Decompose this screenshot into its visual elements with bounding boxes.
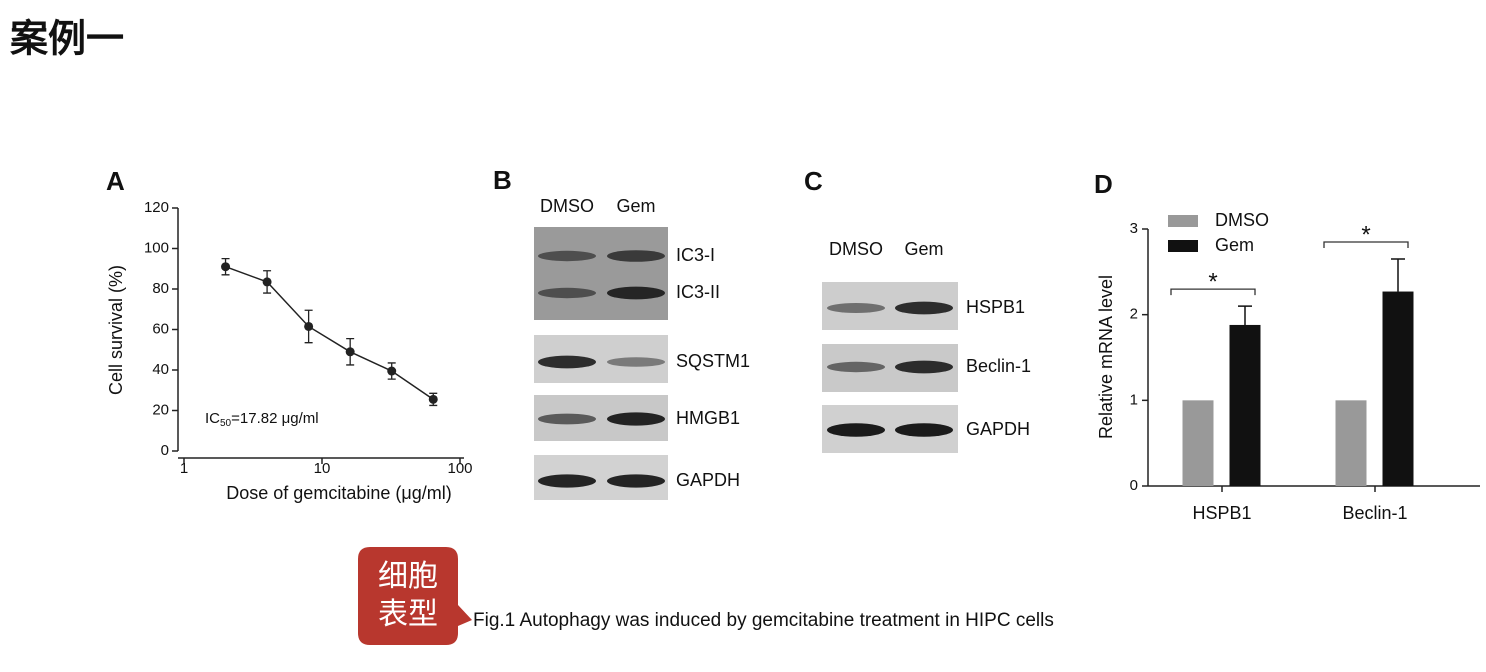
panel-letter: B xyxy=(493,165,512,195)
significance-bracket xyxy=(1323,241,1409,248)
data-point xyxy=(345,347,355,357)
error-bar xyxy=(1238,305,1252,325)
y-tick-label: 0 xyxy=(161,442,169,459)
callout-box xyxy=(358,547,472,645)
callout-text: 细胞 xyxy=(378,560,438,593)
data-point xyxy=(221,262,231,272)
y-tick-label: 80 xyxy=(152,280,169,297)
panel-letter: D xyxy=(1094,169,1113,199)
caption: Fig.1 Autophagy was induced by gemcitabi… xyxy=(473,610,1054,631)
data-line xyxy=(225,266,434,400)
blot-band xyxy=(827,423,885,437)
blot-band xyxy=(538,250,596,262)
x-tick-label: 100 xyxy=(447,460,472,477)
significance-mark: * xyxy=(1361,221,1370,248)
error-bar xyxy=(1391,258,1405,292)
significance-mark: * xyxy=(1208,268,1217,295)
x-axis-label: Dose of gemcitabine (μg/ml) xyxy=(226,483,451,503)
y-tick-label: 20 xyxy=(152,401,169,418)
band-label: GAPDH xyxy=(966,419,1030,439)
y-tick-label: 1 xyxy=(1130,391,1138,408)
legend-label: Gem xyxy=(1215,235,1254,255)
band-label: GAPDH xyxy=(676,470,740,490)
lane-label: DMSO xyxy=(829,239,883,259)
blot-band xyxy=(895,423,953,437)
lane-label: Gem xyxy=(904,239,943,259)
bar xyxy=(1229,324,1261,486)
lane-label: Gem xyxy=(616,196,655,216)
x-tick-label: HSPB1 xyxy=(1192,503,1251,523)
y-tick-label: 2 xyxy=(1130,306,1138,323)
blot-band xyxy=(827,361,885,373)
blot-strip xyxy=(534,227,668,320)
blot-band xyxy=(538,413,596,425)
annotation-part: =17.82 μg/ml xyxy=(231,410,318,427)
bar xyxy=(1182,400,1214,486)
legend-label: DMSO xyxy=(1215,210,1269,230)
significance-bracket xyxy=(1170,288,1256,296)
annotation-part: IC xyxy=(205,410,220,427)
data-point xyxy=(387,366,397,376)
page-title: 案例一 xyxy=(10,16,124,61)
data-point xyxy=(304,321,314,331)
panel-letter: A xyxy=(106,166,125,196)
lane-label: DMSO xyxy=(540,196,594,216)
data-point xyxy=(428,394,438,404)
blot-band xyxy=(607,286,665,300)
blot-band xyxy=(895,301,953,315)
blot-band xyxy=(827,303,885,313)
y-axis-label: Relative mRNA level xyxy=(1096,275,1116,439)
blot-band xyxy=(895,360,953,374)
data-point xyxy=(262,277,272,287)
y-tick-label: 3 xyxy=(1130,220,1138,237)
blot-band xyxy=(607,474,665,488)
y-tick-label: 60 xyxy=(152,320,169,337)
band-label: IC3-II xyxy=(676,282,720,302)
y-tick-label: 40 xyxy=(152,361,169,378)
band-label: HMGB1 xyxy=(676,408,740,428)
y-axis-label: Cell survival (%) xyxy=(106,265,126,395)
y-tick-label: 100 xyxy=(144,239,169,256)
panel-letter: C xyxy=(804,166,823,196)
band-label: Beclin-1 xyxy=(966,356,1031,376)
blot-band xyxy=(538,287,596,299)
bar xyxy=(1382,291,1414,486)
band-label: HSPB1 xyxy=(966,297,1025,317)
x-tick-label: 1 xyxy=(180,460,188,477)
y-tick-label: 0 xyxy=(1130,477,1138,494)
blot-band xyxy=(607,357,665,367)
bar xyxy=(1335,400,1367,486)
blot-band xyxy=(538,474,596,488)
x-tick-label: Beclin-1 xyxy=(1342,503,1407,523)
blot-band xyxy=(607,412,665,426)
annotation: IC50=17.82 μg/ml xyxy=(205,410,319,429)
annotation-subscript: 50 xyxy=(220,418,232,429)
band-label: IC3-I xyxy=(676,245,715,265)
blot-band xyxy=(607,250,665,262)
y-tick-label: 120 xyxy=(144,199,169,216)
legend-swatch xyxy=(1168,240,1198,252)
legend-swatch xyxy=(1168,215,1198,227)
band-label: SQSTM1 xyxy=(676,351,750,371)
callout-text: 表型 xyxy=(378,598,438,631)
x-tick-label: 10 xyxy=(314,460,331,477)
blot-band xyxy=(538,355,596,369)
